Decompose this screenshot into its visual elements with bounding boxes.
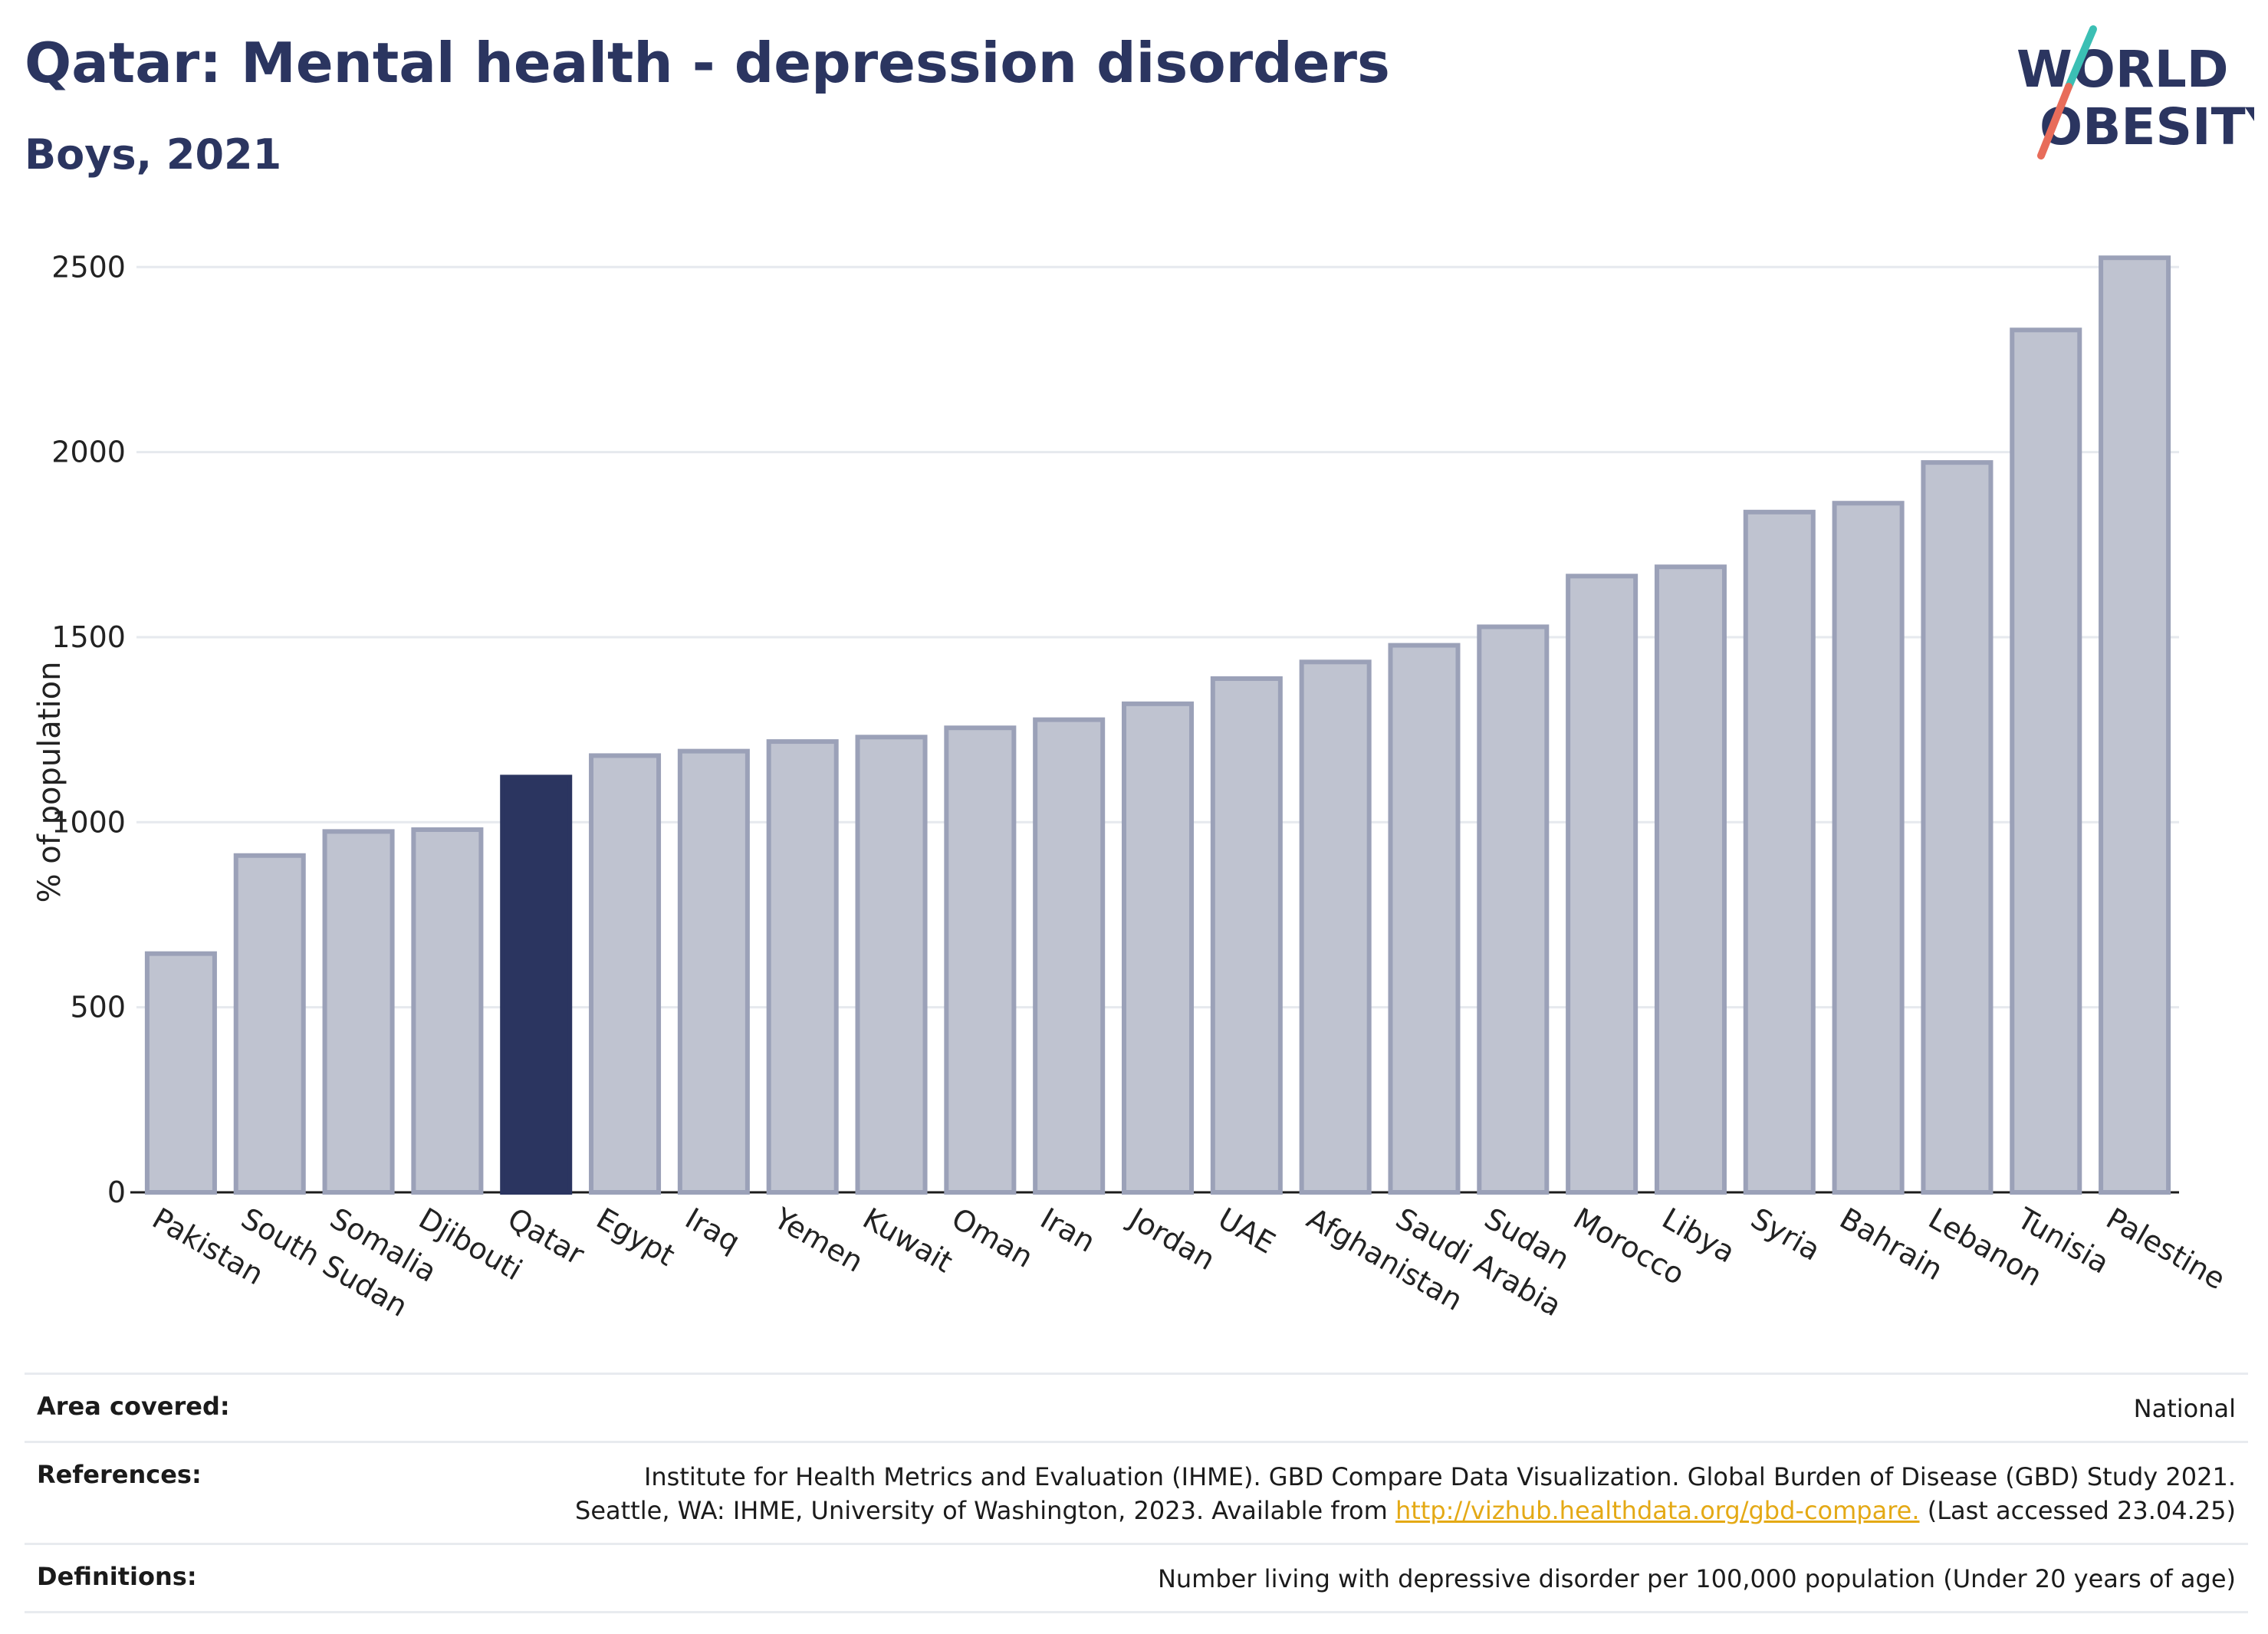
x-tick-label: Bahrain <box>1834 1202 1948 1287</box>
x-tick-label: Jordan <box>1122 1201 1221 1277</box>
y-tick-label: 1000 <box>51 805 126 839</box>
bar-palestine <box>2099 255 2171 1195</box>
info-key-references: References: <box>37 1460 202 1489</box>
bar-libya <box>1654 564 1727 1195</box>
y-axis-label: % of population <box>32 662 67 903</box>
bar-jordan <box>1121 701 1195 1195</box>
bar-saudi-arabia <box>1388 643 1461 1195</box>
bar-kuwait <box>855 735 928 1195</box>
reference-link[interactable]: http://vizhub.healthdata.org/gbd-compare… <box>1395 1496 1920 1525</box>
bar-afghanistan <box>1299 659 1372 1195</box>
y-tick-labels: 0 500 1000 1500 2000 2500 <box>51 250 126 1209</box>
x-tick-label: Iraq <box>679 1202 745 1259</box>
info-row-definitions: Definitions: Number living with depressi… <box>25 1543 2248 1613</box>
info-key-area: Area covered: <box>37 1392 230 1421</box>
logo-slash-coral <box>2037 83 2072 159</box>
chart-subtitle: Boys, 2021 <box>25 130 282 179</box>
chart-title: Qatar: Mental health - depression disord… <box>25 31 1390 95</box>
world-obesity-logo: WORLD OBESITY <box>2017 25 2254 159</box>
info-table: Area covered: National References: Insti… <box>25 1373 2248 1613</box>
reference-line-1: Institute for Health Metrics and Evaluat… <box>643 1462 2236 1491</box>
reference-line-2-suffix: (Last accessed 23.04.25) <box>1919 1496 2236 1525</box>
bar-somalia <box>322 829 395 1195</box>
bar-egypt <box>589 753 662 1195</box>
y-tick-label: 2000 <box>51 436 126 469</box>
logo-line1: WORLD <box>2017 40 2229 99</box>
bar-djibouti <box>411 827 484 1195</box>
info-val-references: Institute for Health Metrics and Evaluat… <box>575 1460 2236 1527</box>
bar-qatar <box>500 774 573 1195</box>
bar-lebanon <box>1921 460 1994 1195</box>
x-tick-label: Oman <box>946 1202 1039 1274</box>
bar-iraq <box>677 748 750 1195</box>
bar-morocco <box>1566 574 1639 1195</box>
bar-uae <box>1210 676 1283 1195</box>
info-val-definitions: Number living with depressive disorder p… <box>1157 1564 2236 1593</box>
info-key-definitions: Definitions: <box>37 1562 197 1591</box>
x-tick-label: Kuwait <box>857 1202 958 1280</box>
x-tick-label: Palestine <box>2101 1202 2231 1297</box>
bar-tunisia <box>2010 327 2082 1195</box>
bar-iran <box>1033 717 1106 1195</box>
reference-line-2-prefix: Seattle, WA: IHME, University of Washing… <box>575 1496 1395 1525</box>
x-tick-label: Iran <box>1035 1202 1101 1259</box>
x-tick-label: UAE <box>1212 1202 1280 1261</box>
bar-syria <box>1743 509 1816 1195</box>
y-tick-label: 0 <box>107 1175 126 1209</box>
x-tick-label: Yemen <box>768 1201 869 1279</box>
info-row-references: References: Institute for Health Metrics… <box>25 1441 2248 1543</box>
x-tick-label: Syria <box>1745 1202 1826 1267</box>
logo-line2: OBESITY <box>2040 97 2254 156</box>
bar-sudan <box>1477 624 1550 1195</box>
info-row-area: Area covered: National <box>25 1373 2248 1441</box>
bar-south-sudan <box>233 853 306 1195</box>
bar-oman <box>944 725 1017 1195</box>
bars <box>144 255 2171 1195</box>
bar-pakistan <box>144 951 217 1195</box>
y-tick-label: 2500 <box>51 250 126 284</box>
logo-slash-teal <box>2065 25 2097 90</box>
bar-yemen <box>766 739 839 1195</box>
y-tick-label: 500 <box>70 991 126 1024</box>
y-tick-label: 1500 <box>51 620 126 654</box>
info-val-area: National <box>2133 1394 2236 1423</box>
x-tick-label: Egypt <box>591 1202 681 1273</box>
bar-bahrain <box>1832 501 1905 1195</box>
